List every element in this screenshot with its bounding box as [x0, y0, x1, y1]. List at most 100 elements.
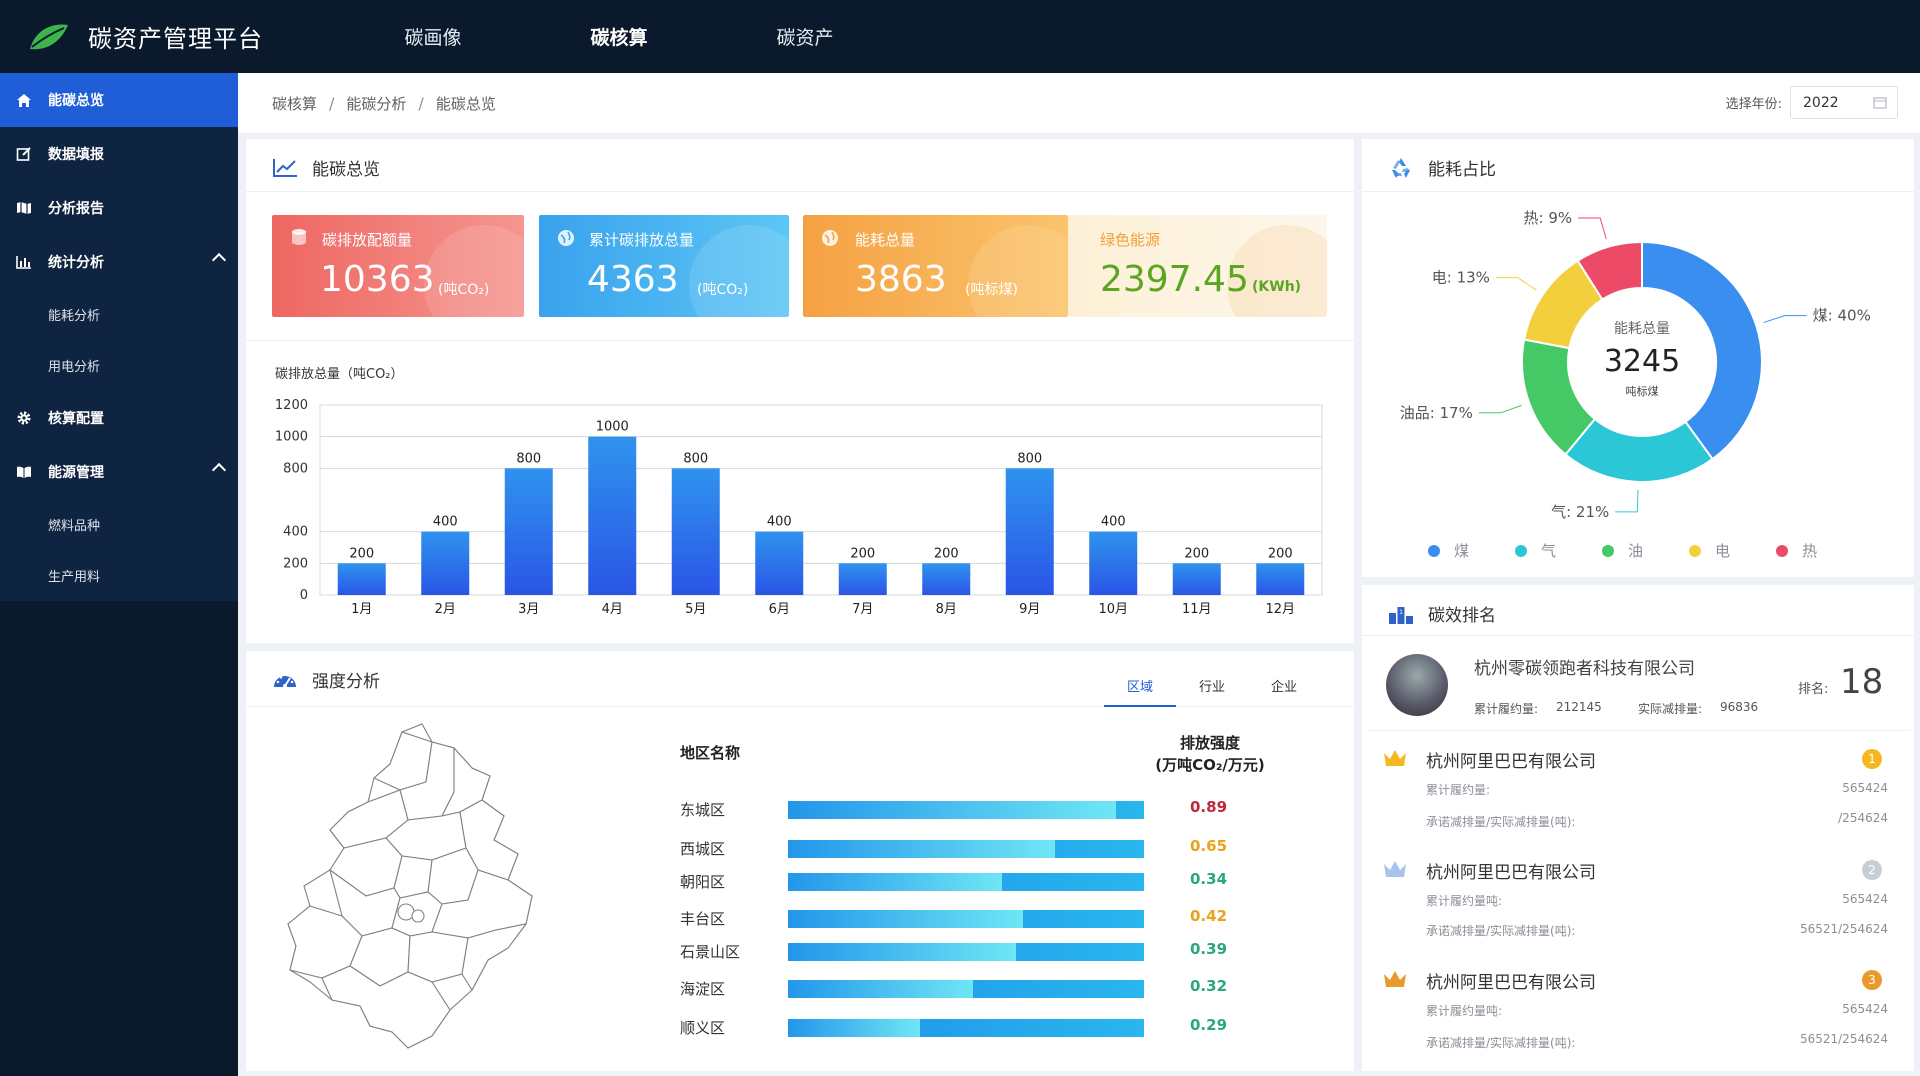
rank-cum-label: 累计履约量:	[1426, 783, 1491, 797]
bar[interactable]	[1005, 468, 1054, 595]
sidebar-menu: 能碳总览 数据填报 分析报告 统计分析 能耗分析 用电分析 核算配置 能源管理 …	[0, 73, 238, 601]
nav-tab-assets[interactable]: 碳资产	[776, 27, 834, 49]
bar-data-label: 800	[516, 451, 541, 466]
district-name: 朝阳区	[680, 873, 726, 891]
intensity-row[interactable]: 朝阳区 0.34	[680, 867, 1320, 897]
bar[interactable]	[1089, 531, 1138, 595]
top-nav: 碳画像 碳核算 碳资产	[340, 23, 898, 50]
donut-center-label: 能耗总量	[1614, 321, 1670, 337]
kpi-card-energy[interactable]: 能耗总量 3863 (吨标煤)	[803, 215, 1068, 317]
rank-company-name: 杭州阿里巴巴有限公司	[1426, 863, 1596, 883]
sidebar-subitem-energy-analysis[interactable]: 能耗分析	[48, 309, 101, 324]
intensity-row[interactable]: 海淀区 0.32	[680, 974, 1320, 1004]
legend-item-coal[interactable]: 煤	[1428, 540, 1469, 561]
intensity-row[interactable]: 石景山区 0.39	[680, 937, 1320, 967]
kpi-label: 绿色能源	[1100, 231, 1161, 249]
my-rank-label: 排名:	[1798, 682, 1829, 697]
x-tick-label: 1月	[351, 602, 372, 617]
sidebar-item-energy-mgmt[interactable]: 能源管理	[0, 445, 238, 499]
breadcrumb-bar: 碳核算 / 能碳分析 / 能碳总览 选择年份: 2022	[238, 73, 1920, 133]
kpi-value: 4363	[587, 259, 679, 300]
donut-center-unit: 吨标煤	[1625, 385, 1659, 398]
slice-label: 气: 21%	[1551, 503, 1609, 521]
sidebar-item-overview[interactable]: 能碳总览	[0, 73, 238, 127]
kpi-label: 能耗总量	[855, 231, 916, 249]
intensity-row[interactable]: 丰台区 0.42	[680, 904, 1320, 934]
bar[interactable]	[671, 468, 720, 595]
sidebar-item-label: 能源管理	[48, 465, 104, 481]
rank-reduction-label: 承诺减排量/实际减排量(吨):	[1426, 1036, 1576, 1050]
intensity-row[interactable]: 西城区 0.65	[680, 834, 1320, 864]
kpi-card-quota[interactable]: 碳排放配额量 10363 (吨CO₂)	[272, 215, 524, 317]
slice-leader-line	[1615, 489, 1639, 513]
bar[interactable]	[838, 563, 887, 595]
sidebar-item-label: 数据填报	[48, 147, 104, 163]
chevron-up-icon[interactable]	[211, 462, 227, 478]
year-input[interactable]: 2022	[1790, 86, 1898, 119]
bar-data-label: 400	[433, 515, 458, 530]
bar[interactable]	[1172, 563, 1221, 595]
kpi-label: 累计碳排放总量	[589, 231, 695, 249]
legend-dot	[1428, 544, 1440, 557]
ranking-title: 1 碳效排名	[1388, 601, 1496, 626]
sidebar-subitem-fuel-types[interactable]: 燃料品种	[48, 519, 101, 534]
sidebar-item-statistics[interactable]: 统计分析	[0, 235, 238, 289]
kpi-unit: (吨标煤)	[965, 282, 1018, 298]
bar[interactable]	[922, 563, 971, 595]
donut-slice[interactable]	[1641, 240, 1763, 461]
slice-label: 油品: 17%	[1400, 404, 1473, 422]
tab-industry[interactable]: 行业	[1198, 680, 1225, 695]
bar[interactable]	[1256, 563, 1305, 595]
sidebar-subitem-production-materials[interactable]: 生产用料	[48, 570, 101, 585]
breadcrumb-item[interactable]: 碳核算	[272, 94, 318, 113]
sidebar-item-report[interactable]: 分析报告	[0, 181, 238, 235]
y-tick-label: 1200	[275, 398, 308, 413]
bar-data-label: 200	[1268, 546, 1293, 561]
breadcrumb-item[interactable]: 能碳分析	[346, 94, 407, 113]
sidebar-subitem-power-analysis[interactable]: 用电分析	[48, 360, 101, 375]
intensity-row[interactable]: 顺义区 0.29	[680, 1013, 1320, 1043]
app-logo[interactable]: 碳资产管理平台	[0, 19, 340, 54]
district-name: 西城区	[680, 840, 726, 858]
sidebar-item-label: 能碳总览	[48, 93, 104, 109]
legend-item-gas[interactable]: 气	[1515, 540, 1556, 561]
x-tick-label: 4月	[602, 602, 623, 617]
chevron-up-icon[interactable]	[211, 252, 227, 268]
nav-tab-portrait[interactable]: 碳画像	[404, 27, 462, 49]
rank-item[interactable]: 杭州阿里巴巴有限公司 3 累计履约量吨: 565424 承诺减排量/实际减排量(…	[1368, 968, 1908, 1058]
bar[interactable]	[504, 468, 553, 595]
tab-enterprise[interactable]: 企业	[1270, 680, 1297, 695]
col-intensity-header: 排放强度 (万吨CO₂/万元)	[1155, 734, 1265, 774]
sidebar-item-data-entry[interactable]: 数据填报	[0, 127, 238, 181]
rank-item[interactable]: 杭州阿里巴巴有限公司 1 累计履约量: 565424 承诺减排量/实际减排量(吨…	[1368, 747, 1908, 837]
rank-cum-value: 565424	[1842, 1002, 1888, 1016]
legend-item-oil[interactable]: 油	[1602, 540, 1643, 561]
intensity-value: 0.29	[1190, 1016, 1228, 1034]
tab-region[interactable]: 区域	[1104, 676, 1176, 707]
beijing-district-map[interactable]	[282, 720, 612, 1055]
bar[interactable]	[337, 563, 386, 595]
bar[interactable]	[421, 531, 470, 595]
emission-bar-chart: 0 200 400 800 1000 1200 200 1月 400 2月 800 3月 1000 4月 8…	[275, 398, 1323, 617]
rank-reduction-label: 承诺减排量/实际减排量(吨):	[1426, 815, 1576, 829]
intensity-row[interactable]: 东城区 0.89	[680, 795, 1320, 825]
donut-center-value: 3245	[1603, 344, 1681, 379]
rank-item[interactable]: 杭州阿里巴巴有限公司 2 累计履约量吨: 565424 承诺减排量/实际减排量(…	[1368, 858, 1908, 948]
y-tick-label: 200	[283, 556, 308, 571]
donut-slice[interactable]	[1576, 240, 1643, 301]
bar[interactable]	[755, 531, 804, 595]
kpi-card-green-energy[interactable]: 绿色能源 2397.45 (KWh)	[1068, 215, 1327, 317]
legend-item-electricity[interactable]: 电	[1689, 540, 1730, 561]
kpi-card-emission[interactable]: 累计碳排放总量 4363 (吨CO₂)	[539, 215, 789, 317]
nav-tab-accounting[interactable]: 碳核算	[590, 27, 648, 49]
bar[interactable]	[588, 436, 637, 595]
legend-item-heat[interactable]: 热	[1776, 540, 1817, 561]
avatar[interactable]	[1386, 654, 1448, 716]
rank-reduction-value: /254624	[1838, 811, 1888, 825]
sidebar-item-config[interactable]: 核算配置	[0, 391, 238, 445]
map-icon	[14, 200, 34, 216]
rank-cum-label: 累计履约量吨:	[1426, 1004, 1503, 1018]
district-name: 石景山区	[680, 943, 741, 961]
rank-reduction-value: 56521/254624	[1799, 1032, 1888, 1046]
x-tick-label: 11月	[1182, 602, 1212, 617]
